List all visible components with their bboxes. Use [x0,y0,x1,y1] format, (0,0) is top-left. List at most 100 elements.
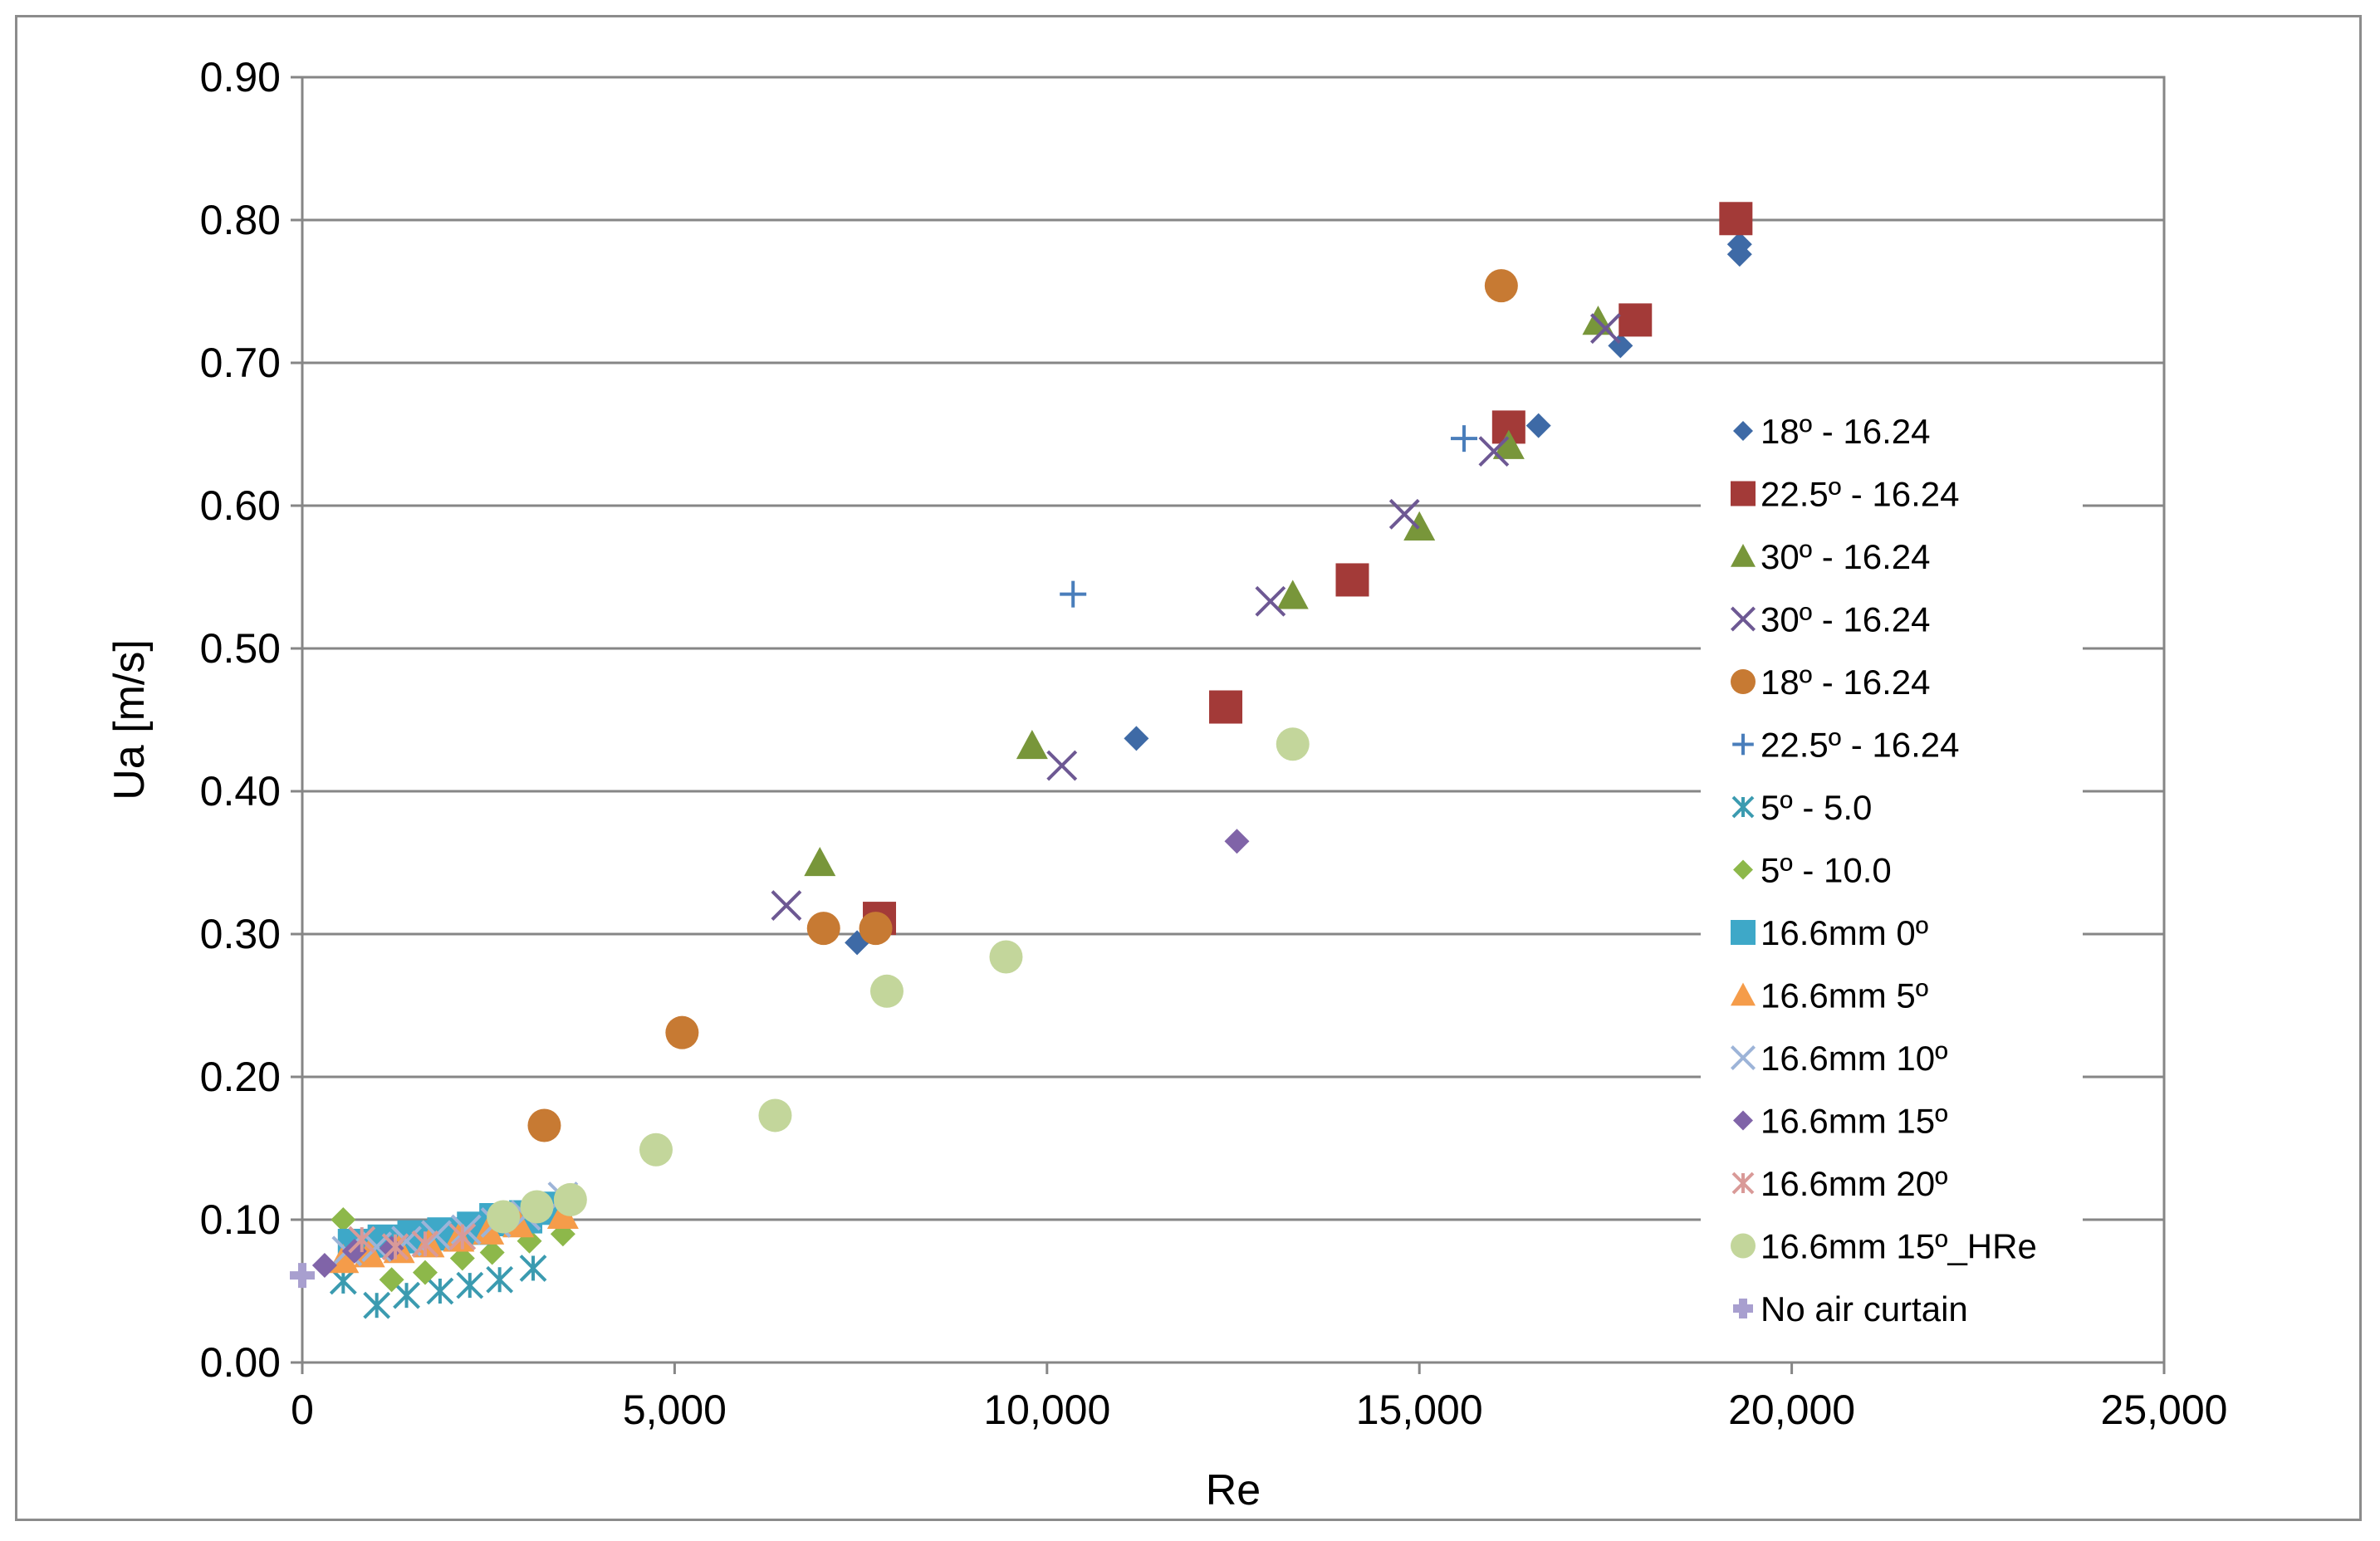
legend-label: 5º - 5.0 [1761,788,1872,827]
x-tick-label: 20,000 [1728,1387,1855,1433]
data-point [1124,726,1149,751]
data-point [311,1253,337,1279]
x-tick-label: 0 [291,1387,314,1433]
data-point [553,1182,587,1216]
legend-marker [1731,982,1756,1006]
data-point [487,1200,521,1234]
legend-label: 22.5º - 16.24 [1761,475,1960,514]
y-tick-label: 0.90 [200,54,281,100]
data-point [804,847,836,877]
data-point [989,940,1023,974]
legend-label: 16.6mm 5º [1761,976,1928,1015]
x-tick-label: 25,000 [2101,1387,2228,1433]
y-tick-label: 0.40 [200,768,281,815]
data-point [1060,580,1087,608]
y-tick-label: 0.60 [200,482,281,529]
data-point [1726,232,1752,257]
y-tick-label: 0.70 [200,340,281,386]
legend-label: 16.6mm 15º [1761,1102,1947,1141]
legend-marker [1733,1299,1753,1318]
x-axis-ticks: 0 5,000 10,000 15,000 20,000 25,000 [291,1362,2227,1433]
data-point [1451,425,1478,453]
legend-label: 22.5º - 16.24 [1761,726,1960,765]
y-tick-label: 0.20 [200,1054,281,1100]
legend-label: 18º - 16.24 [1761,412,1930,451]
data-point [1388,498,1420,530]
data-point [479,1240,505,1265]
plot-area [301,76,2166,1364]
data-point [1618,303,1653,337]
data-point [806,912,840,946]
data-point [1589,313,1621,345]
legend-label: 30º - 16.24 [1761,600,1930,639]
data-point [1255,585,1286,617]
legend-label: 5º - 10.0 [1761,851,1892,890]
data-point [1719,202,1753,236]
data-point [331,1207,356,1232]
data-point [1403,511,1436,541]
data-point [1484,269,1518,303]
legend-marker [1730,1044,1756,1071]
data-point [456,1271,484,1299]
x-axis-label: Re [1206,1466,1261,1514]
legend-marker [1731,544,1756,567]
y-tick-label: 0.00 [200,1339,281,1386]
data-point [290,1263,315,1289]
y-axis-label: Ua [m/s] [105,639,154,800]
data-point [348,1225,376,1254]
data-point [426,1277,454,1305]
data-point [381,1233,409,1261]
data-point [665,1015,699,1049]
y-tick-label: 0.80 [200,197,281,243]
data-point [1276,727,1310,761]
legend-label: 16.6mm 15º_HRe [1761,1227,2037,1266]
legend-label: 16.6mm 10º [1761,1039,1947,1078]
legend-label: 16.6mm 0º [1761,913,1928,952]
legend-marker [1731,669,1756,694]
data-point [1046,750,1078,781]
data-point [859,912,893,946]
data-point [1335,563,1369,597]
data-point [393,1281,420,1309]
data-point [363,1291,391,1319]
data-point [1478,436,1510,467]
data-point [520,1190,554,1224]
legend-marker [1731,1233,1756,1259]
data-point [1016,729,1048,760]
data-point [869,974,904,1008]
data-point [527,1108,561,1142]
data-point [771,890,802,922]
legend-marker [1731,920,1756,945]
x-tick-label: 15,000 [1356,1387,1483,1433]
legend-marker [1731,481,1756,506]
legend-marker [1731,1172,1755,1195]
data-point [519,1255,547,1282]
data-point [1492,429,1525,459]
y-tick-label: 0.30 [200,911,281,957]
legend-marker [1733,1110,1753,1131]
x-tick-label: 5,000 [623,1387,727,1433]
data-point [1224,829,1250,854]
legend-label: 30º - 16.24 [1761,537,1930,576]
data-point [450,1214,482,1245]
data-point [449,1245,475,1271]
y-tick-label: 0.10 [200,1196,281,1243]
data-point [1276,580,1309,609]
legend-marker [1731,795,1755,819]
data-point [448,1223,477,1251]
legend-marker [1733,859,1753,880]
legend-label: 18º - 16.24 [1761,663,1930,702]
data-point [412,1260,438,1285]
legend-background [1701,403,2083,1337]
data-point [1209,690,1243,724]
data-point [758,1098,792,1133]
y-tick-label: 0.50 [200,625,281,672]
data-points [290,202,1753,1319]
x-tick-label: 10,000 [983,1387,1110,1433]
legend-marker [1733,421,1753,441]
legend: 18º - 16.24 22.5º - 16.24 30º - 16.24 30º -… [1701,403,2083,1337]
y-axis-ticks: 0.00 0.10 0.20 0.30 0.40 0.50 0.60 0.70 0.80 0.90 [200,54,302,1386]
data-point [1525,413,1551,438]
legend-marker [1730,606,1756,632]
